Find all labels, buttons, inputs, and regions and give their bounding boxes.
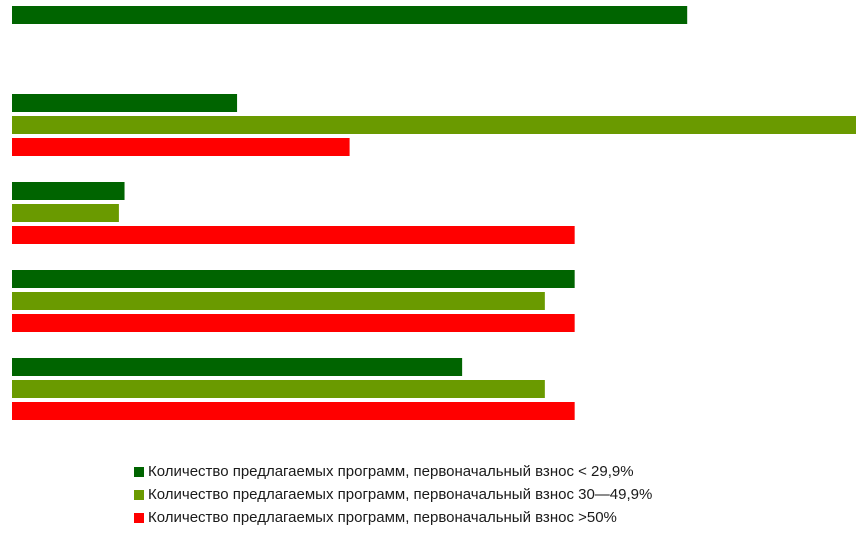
legend-label-series-1: Количество предлагаемых программ, первон… [148,463,634,480]
legend-swatch-series-1 [134,466,144,477]
legend: Количество предлагаемых программ, первон… [134,460,652,529]
bar-group-2-series-2 [12,116,856,134]
bar-group-2-series-3 [12,138,350,156]
bar-group-5-series-3 [12,402,575,420]
legend-item-series-2: Количество предлагаемых программ, первон… [134,483,652,506]
bar-group-3-series-3 [12,226,575,244]
bar-group-3-series-2 [12,204,119,222]
legend-item-series-3: Количество предлагаемых программ, первон… [134,506,652,529]
bar-chart [12,6,856,420]
legend-swatch-series-3 [134,512,144,523]
bar-group-2-series-1 [12,94,238,112]
bar-group-4-series-1 [12,270,575,288]
bar-group-5-series-1 [12,358,463,376]
bar-group-4-series-2 [12,292,545,310]
legend-label-series-2: Количество предлагаемых программ, первон… [148,486,653,503]
bar-group-4-series-3 [12,314,575,332]
legend-label-series-3: Количество предлагаемых программ, первон… [148,509,617,526]
bar-group-5-series-2 [12,380,545,398]
bar-group-1-series-1 [12,6,688,24]
legend-item-series-1: Количество предлагаемых программ, первон… [134,460,652,483]
bar-group-3-series-1 [12,182,125,200]
legend-swatch-series-2 [134,489,144,500]
